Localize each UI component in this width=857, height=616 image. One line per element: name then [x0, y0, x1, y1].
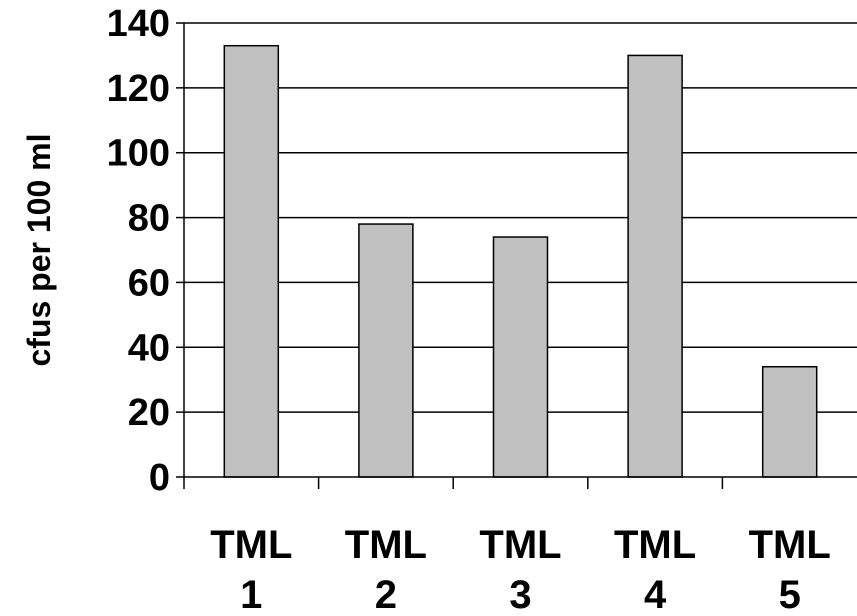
- bar: [761, 365, 818, 478]
- y-tick-label: 80: [128, 198, 170, 240]
- x-tick-label-line: 3: [509, 573, 531, 616]
- bar: [627, 54, 683, 478]
- x-tick-label: TML 2: [345, 523, 427, 616]
- x-tick-label-line: TML: [749, 523, 831, 567]
- x-tick-label: TML 5: [749, 523, 831, 616]
- bar: [358, 223, 414, 478]
- y-tick-label: 60: [128, 262, 170, 304]
- y-tick-label: 40: [128, 327, 170, 369]
- bar: [492, 236, 549, 478]
- x-tick-label: TML 1: [210, 523, 292, 616]
- x-tick-label-line: TML: [614, 523, 696, 567]
- x-tick-label-line: TML: [210, 523, 292, 567]
- x-tick-label-line: 2: [375, 573, 397, 616]
- y-tick-label: 0: [149, 457, 170, 499]
- x-tick-label-line: TML: [345, 523, 427, 567]
- x-tick-label-line: TML: [479, 523, 561, 567]
- y-tick-labels: 0 20 40 60 80 100 120 140: [107, 3, 170, 499]
- y-tick-label: 20: [128, 392, 170, 434]
- y-axis-title: cfus per 100 ml: [21, 134, 57, 367]
- x-tick-label-line: 4: [644, 573, 667, 616]
- bar: [223, 44, 280, 478]
- x-tick-label: TML 4: [614, 523, 696, 616]
- y-tick-label: 100: [107, 133, 170, 175]
- x-tick-label-line: 1: [240, 573, 262, 616]
- x-tick-label-line: 5: [779, 573, 801, 616]
- x-tick-labels: TML 1 TML 2 TML 3 TML 4 TML 5: [210, 523, 831, 616]
- y-tick-label: 120: [107, 68, 170, 110]
- axes: [183, 23, 857, 489]
- x-tick-label: TML 3: [479, 523, 561, 616]
- y-tick-label: 140: [107, 3, 170, 45]
- bars: [223, 44, 818, 478]
